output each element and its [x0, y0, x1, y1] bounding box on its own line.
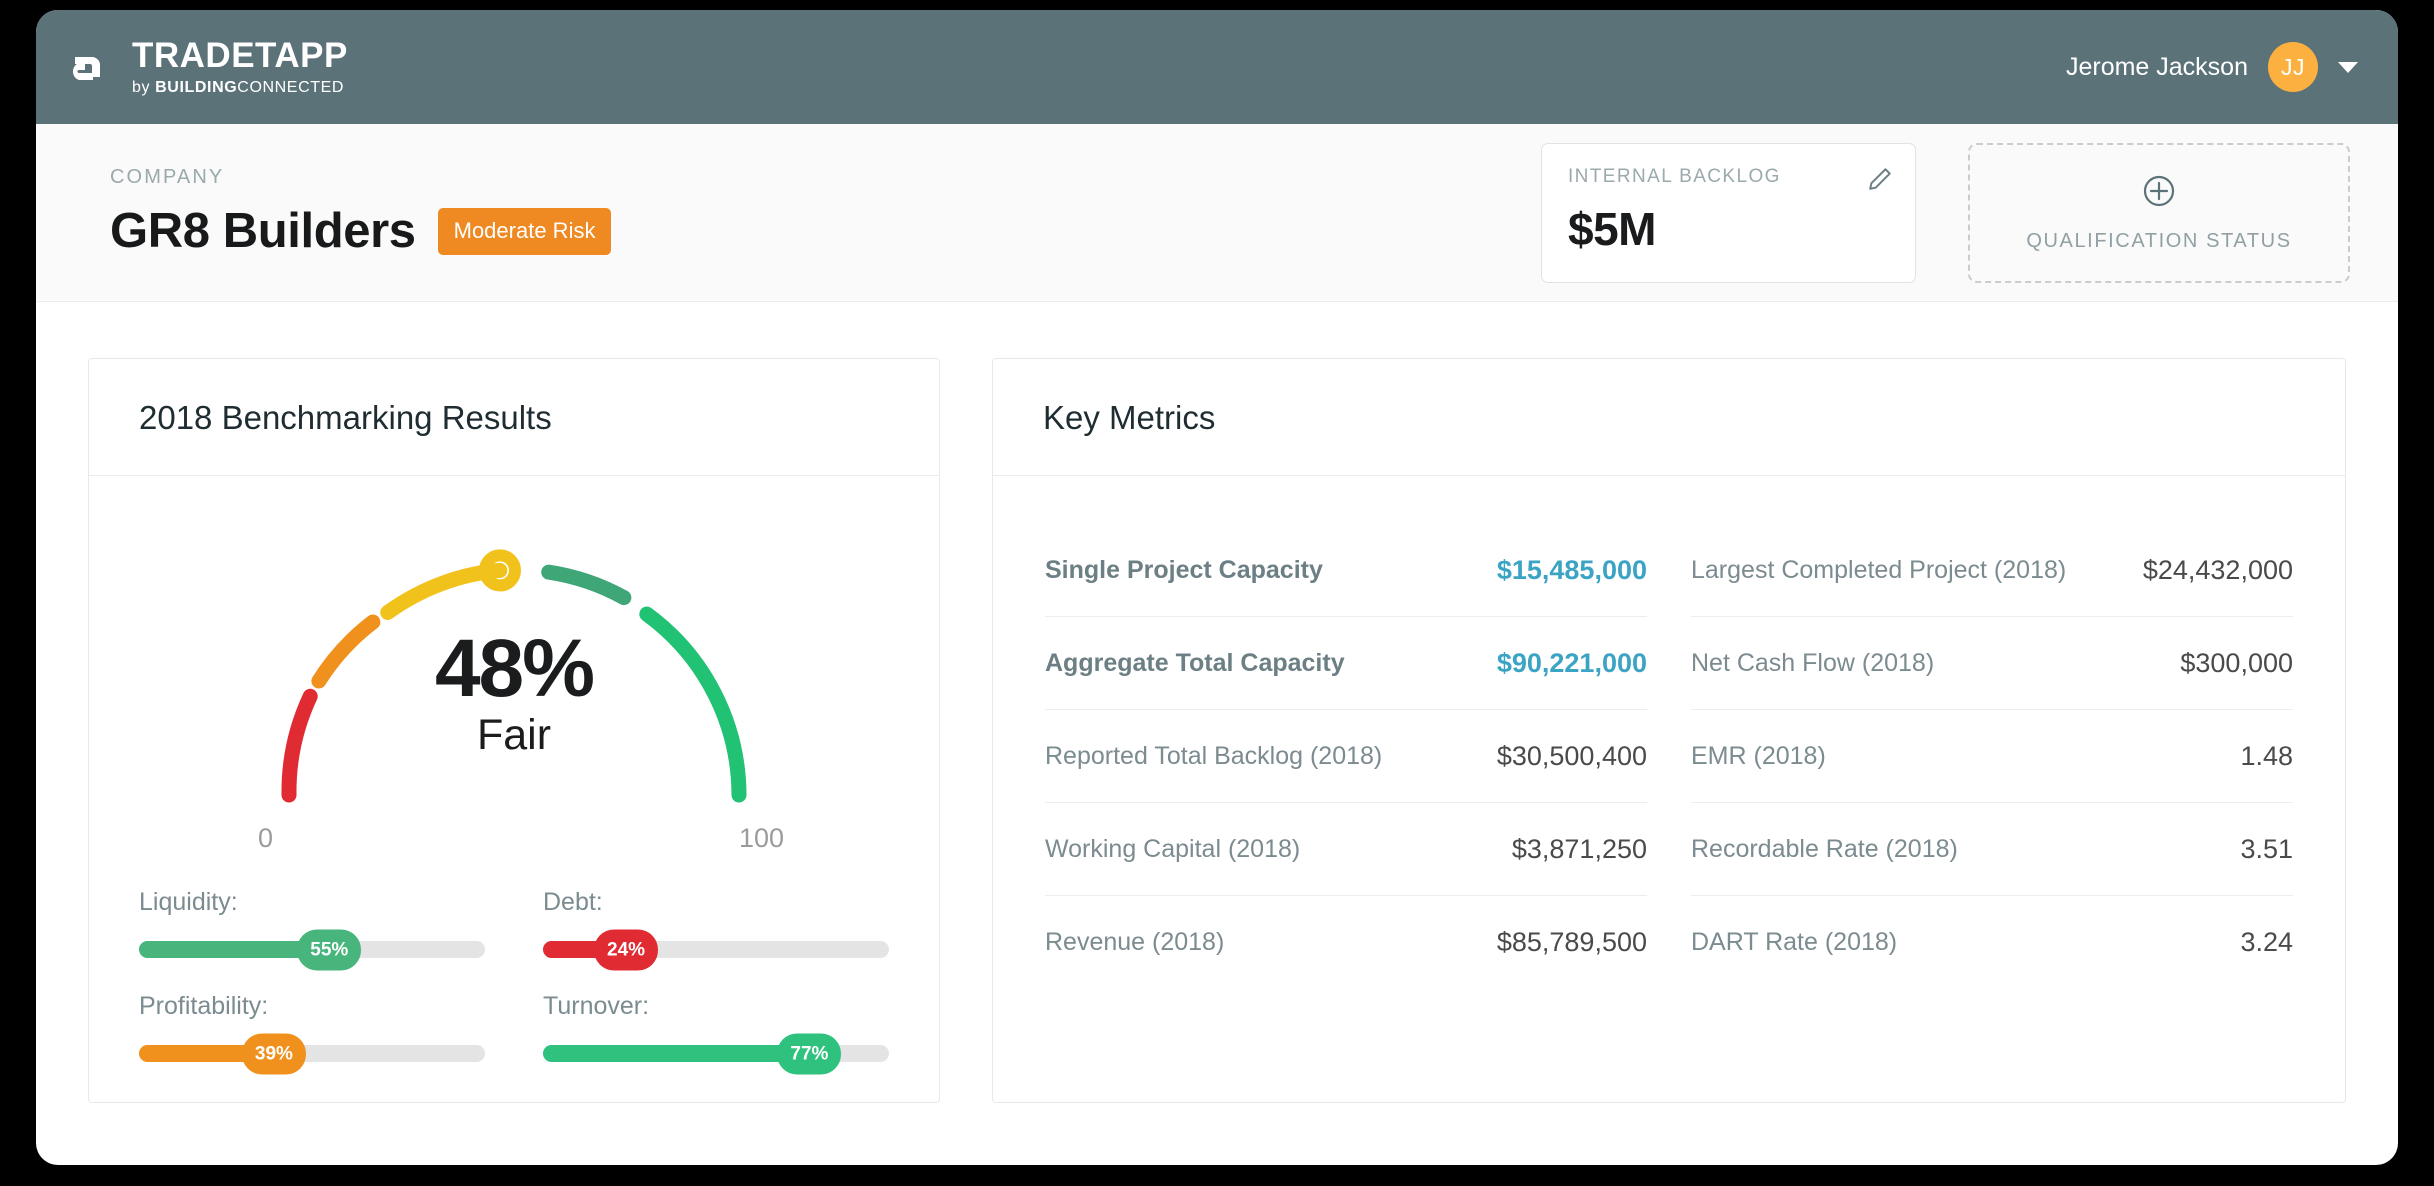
benchmarking-title: 2018 Benchmarking Results: [139, 399, 552, 436]
user-name-label: Jerome Jackson: [2065, 52, 2248, 81]
bar-label: Debt:: [543, 888, 603, 916]
metric-value: 3.51: [2240, 833, 2293, 864]
top-navigation-bar: TRADETAPP by BUILDINGCONNECTED Jerome Ja…: [36, 10, 2398, 124]
bar-track: 55%: [139, 929, 485, 970]
metric-value: $30,500,400: [1496, 740, 1647, 771]
key-metrics-card: Key Metrics Single Project Capacity $15,4…: [992, 358, 2346, 1103]
metric-row: Revenue (2018) $85,789,500: [1045, 896, 1647, 989]
metric-value: $24,432,000: [2142, 554, 2293, 585]
key-metrics-title: Key Metrics: [1043, 399, 1216, 436]
metric-row: Net Cash Flow (2018) $300,000: [1691, 617, 2293, 710]
bar-profitability: Profitability: 39%: [139, 992, 485, 1074]
metric-row: EMR (2018) 1.48: [1691, 710, 2293, 803]
benchmarking-card-body: 48% Fair 0 100 Liquidity: 55%: [89, 476, 939, 1122]
gauge-center-readout: 48% Fair: [244, 628, 784, 757]
metric-value: 1.48: [2240, 740, 2293, 771]
bar-label: Profitability:: [139, 992, 269, 1020]
bar-liquidity: Liquidity: 55%: [139, 888, 485, 970]
company-header: COMPANY GR8 Builders Moderate Risk INTER…: [36, 124, 2398, 302]
metric-row: Single Project Capacity $15,485,000: [1045, 524, 1647, 617]
bar-fill: [543, 1045, 810, 1062]
avatar: JJ: [2268, 42, 2318, 92]
internal-backlog-label: INTERNAL BACKLOG: [1568, 165, 1781, 187]
metric-row: Working Capital (2018) $3,871,250: [1045, 803, 1647, 896]
metric-value: $90,221,000: [1496, 647, 1647, 678]
qualification-status-card[interactable]: QUALIFICATION STATUS: [1968, 142, 2350, 283]
metric-label: Working Capital (2018): [1045, 834, 1301, 863]
internal-backlog-card[interactable]: INTERNAL BACKLOG $5M: [1541, 142, 1916, 283]
key-metrics-body: Single Project Capacity $15,485,000 Aggreg…: [993, 476, 2345, 1102]
key-metrics-card-header: Key Metrics: [993, 359, 2345, 476]
gauge-marker: [479, 549, 522, 592]
status-badge: Moderate Risk: [437, 207, 612, 255]
plus-circle-icon: [2141, 173, 2177, 214]
chevron-down-icon[interactable]: [2338, 61, 2358, 73]
metric-label: Revenue (2018): [1045, 928, 1225, 956]
brand-sub-bold: BUILDING: [155, 78, 238, 96]
benchmark-bars: Liquidity: 55% Debt: 24%: [139, 888, 889, 1074]
internal-backlog-value: $5M: [1568, 202, 1656, 255]
metric-label: Recordable Rate (2018): [1691, 834, 1958, 863]
bar-value-bubble: 77%: [777, 1033, 842, 1074]
metrics-column-right: Largest Completed Project (2018) $24,432,…: [1691, 524, 2293, 1102]
app-window: TRADETAPP by BUILDINGCONNECTED Jerome Ja…: [36, 10, 2398, 1165]
metric-label: Aggregate Total Capacity: [1045, 648, 1345, 677]
brand-logo[interactable]: TRADETAPP by BUILDINGCONNECTED: [68, 38, 348, 97]
metric-label: Reported Total Backlog (2018): [1045, 741, 1383, 770]
metric-label: DART Rate (2018): [1691, 928, 1898, 956]
brand-subtitle: by BUILDINGCONNECTED: [132, 78, 345, 96]
tradetapp-logo-icon: [68, 44, 114, 90]
metric-row: Aggregate Total Capacity $90,221,000: [1045, 617, 1647, 710]
bar-row: Liquidity: 55% Debt: 24%: [139, 888, 889, 970]
pencil-icon[interactable]: [1867, 166, 1893, 197]
bar-row: Profitability: 39% Turnover: 77%: [139, 992, 889, 1074]
bar-label: Liquidity:: [139, 888, 238, 916]
bar-turnover: Turnover: 77%: [543, 992, 889, 1074]
metric-value: 3.24: [2240, 927, 2293, 957]
bar-fill: [139, 1045, 274, 1062]
bar-fill: [139, 941, 330, 958]
bar-value-bubble: 55%: [297, 929, 362, 970]
bar-track: 77%: [543, 1033, 889, 1074]
benchmarking-card-header: 2018 Benchmarking Results: [89, 359, 939, 476]
company-eyebrow: COMPANY: [110, 166, 225, 188]
gauge-axis-min: 0: [258, 823, 274, 853]
metric-value: $3,871,250: [1511, 833, 1647, 864]
bar-value-bubble: 39%: [241, 1033, 306, 1074]
page-title: GR8 Builders: [110, 204, 416, 258]
main-content: 2018 Benchmarking Results: [36, 302, 2398, 1103]
qualification-status-label: QUALIFICATION STATUS: [2026, 229, 2292, 252]
metric-value: $300,000: [2180, 647, 2293, 678]
company-identity: COMPANY GR8 Builders Moderate Risk: [110, 166, 1541, 259]
brand-title: TRADETAPP: [132, 35, 348, 75]
metric-label: EMR (2018): [1691, 741, 1826, 770]
metric-row: Largest Completed Project (2018) $24,432,…: [1691, 524, 2293, 617]
metric-label: Net Cash Flow (2018): [1691, 648, 1935, 677]
brand-sub-light: CONNECTED: [237, 78, 345, 96]
gauge-rating: Fair: [476, 711, 552, 759]
metric-row: Reported Total Backlog (2018) $30,500,400: [1045, 710, 1647, 803]
metric-row: Recordable Rate (2018) 3.51: [1691, 803, 2293, 896]
metric-row: DART Rate (2018) 3.24: [1691, 896, 2293, 989]
metric-value: $15,485,000: [1496, 554, 1647, 585]
gauge-svg: [281, 549, 747, 803]
benchmark-gauge: 48% Fair 0 100: [244, 520, 784, 853]
benchmarking-card: 2018 Benchmarking Results: [88, 358, 940, 1103]
bar-value-bubble: 24%: [594, 929, 659, 970]
bar-track: 39%: [139, 1033, 485, 1074]
bar-label: Turnover:: [543, 992, 650, 1020]
metrics-column-left: Single Project Capacity $15,485,000 Aggreg…: [1045, 524, 1647, 1102]
user-menu[interactable]: Jerome Jackson JJ: [2066, 42, 2358, 92]
metric-label: Largest Completed Project (2018): [1691, 555, 2067, 584]
metric-value: $85,789,500: [1496, 927, 1647, 957]
bar-track: 24%: [543, 929, 889, 970]
gauge-axis-max: 100: [738, 823, 784, 853]
bar-debt: Debt: 24%: [543, 888, 889, 970]
gauge-score: 48%: [434, 623, 595, 714]
metric-label: Single Project Capacity: [1045, 555, 1323, 584]
